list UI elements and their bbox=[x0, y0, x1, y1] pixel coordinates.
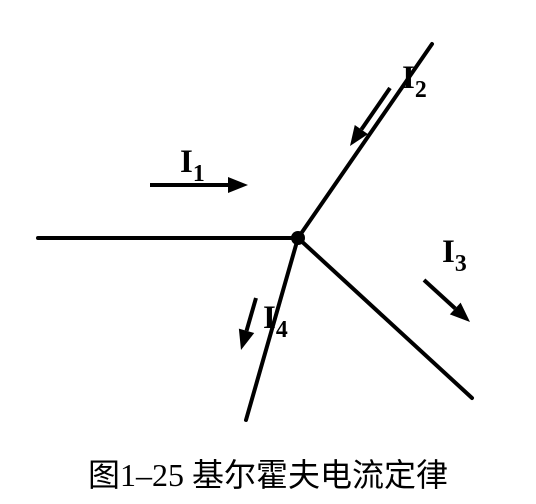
label-i4-base: I bbox=[263, 300, 276, 336]
label-i2: I2 bbox=[402, 60, 427, 103]
figure-canvas: I1 I2 I3 I4 图1–25 基尔霍夫电流定律 bbox=[0, 0, 536, 504]
label-i2-base: I bbox=[402, 60, 415, 96]
caption-number: 1–25 bbox=[120, 457, 184, 493]
arrow-head-i1 bbox=[228, 177, 248, 193]
label-i1-base: I bbox=[180, 144, 193, 180]
label-i1: I1 bbox=[180, 144, 205, 187]
arrow-shaft-i4 bbox=[247, 298, 256, 331]
label-i3-sub: 3 bbox=[455, 251, 467, 277]
label-i4: I4 bbox=[263, 300, 288, 343]
arrow-head-i4 bbox=[239, 329, 254, 350]
label-i1-sub: 1 bbox=[193, 161, 205, 187]
label-i2-sub: 2 bbox=[415, 77, 427, 103]
label-i3-base: I bbox=[442, 234, 455, 270]
figure-caption: 图1–25 基尔霍夫电流定律 bbox=[0, 450, 536, 496]
label-i4-sub: 4 bbox=[276, 317, 288, 343]
arrow-shaft-i3 bbox=[424, 280, 455, 309]
caption-title: 基尔霍夫电流定律 bbox=[192, 457, 448, 493]
node-dot bbox=[291, 231, 305, 245]
label-i3: I3 bbox=[442, 234, 467, 277]
caption-space bbox=[184, 457, 192, 493]
caption-prefix: 图 bbox=[88, 457, 120, 493]
